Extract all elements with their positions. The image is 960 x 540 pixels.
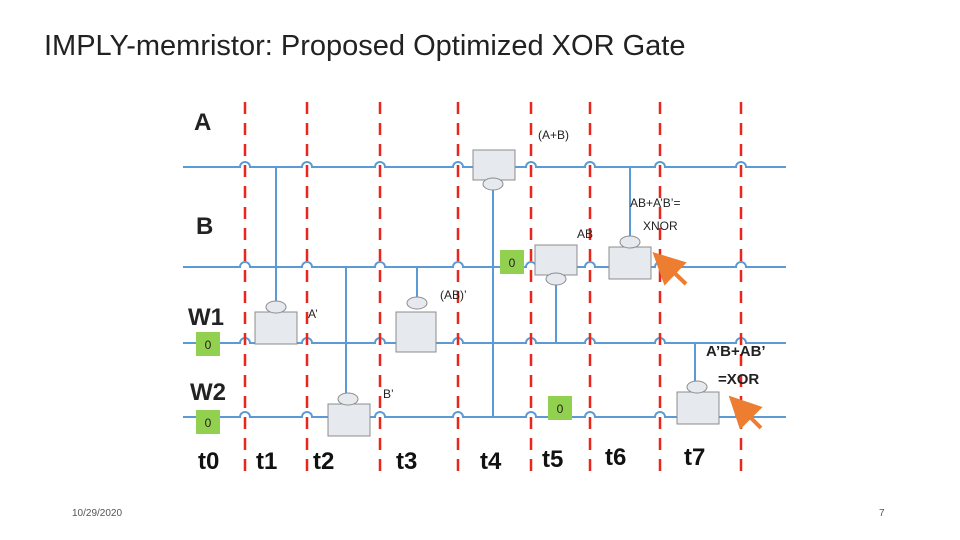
svg-text:0: 0 <box>557 402 564 416</box>
arrow-to-xnor <box>652 251 688 286</box>
label-b-not: B’ <box>383 387 394 401</box>
reset-b-t4: 0 <box>500 250 524 274</box>
time-label-t1: t1 <box>256 448 277 475</box>
label-xor-line2: =XOR <box>718 371 759 388</box>
page-number: 7 <box>879 508 885 519</box>
slide-title: IMPLY-memristor: Proposed Optimized XOR … <box>44 30 686 62</box>
label-ab: AB <box>577 227 593 241</box>
time-label-t7: t7 <box>684 444 705 471</box>
memristor-t2 <box>327 392 371 437</box>
time-label-t3: t3 <box>396 448 417 475</box>
wire-w1 <box>183 337 786 344</box>
row-label-w1: W1 <box>188 304 224 331</box>
svg-text:0: 0 <box>205 416 212 430</box>
time-label-t0: t0 <box>198 448 219 475</box>
reset-w2: 0 <box>196 410 220 434</box>
memristor-t5 <box>534 244 578 286</box>
row-label-w2: W2 <box>190 379 226 406</box>
memristor-t7 <box>676 380 720 425</box>
row-label-a: A <box>194 109 211 136</box>
time-label-t6: t6 <box>605 444 626 471</box>
vertical-wires <box>275 167 696 417</box>
memristor-t6 <box>608 235 652 280</box>
label-xnor-line2: XNOR <box>643 219 678 233</box>
svg-text:0: 0 <box>509 256 516 270</box>
memristor-t3 <box>395 296 437 353</box>
memristor-t1 <box>254 300 298 345</box>
label-xnor-line1: AB+A’B’= <box>630 196 680 210</box>
row-label-b: B <box>196 213 213 240</box>
arrow-to-xor <box>728 395 763 430</box>
time-label-t5: t5 <box>542 446 563 473</box>
label-xor-line1: A’B+AB’ <box>706 343 766 360</box>
wire-b <box>183 261 786 268</box>
reset-w2-t5: 0 <box>548 396 572 420</box>
label-a-not: A’ <box>308 307 318 321</box>
memristor-t4 <box>472 149 516 191</box>
footer-date: 10/29/2020 <box>72 508 123 519</box>
time-label-t2: t2 <box>313 448 334 475</box>
horizontal-wires <box>183 161 786 418</box>
reset-w1: 0 <box>196 332 220 356</box>
wire-w2 <box>183 411 786 418</box>
svg-text:0: 0 <box>205 338 212 352</box>
label-ab-not: (AB)’ <box>440 288 467 302</box>
time-label-t4: t4 <box>480 448 502 475</box>
label-a-or-b: (A+B) <box>538 128 569 142</box>
